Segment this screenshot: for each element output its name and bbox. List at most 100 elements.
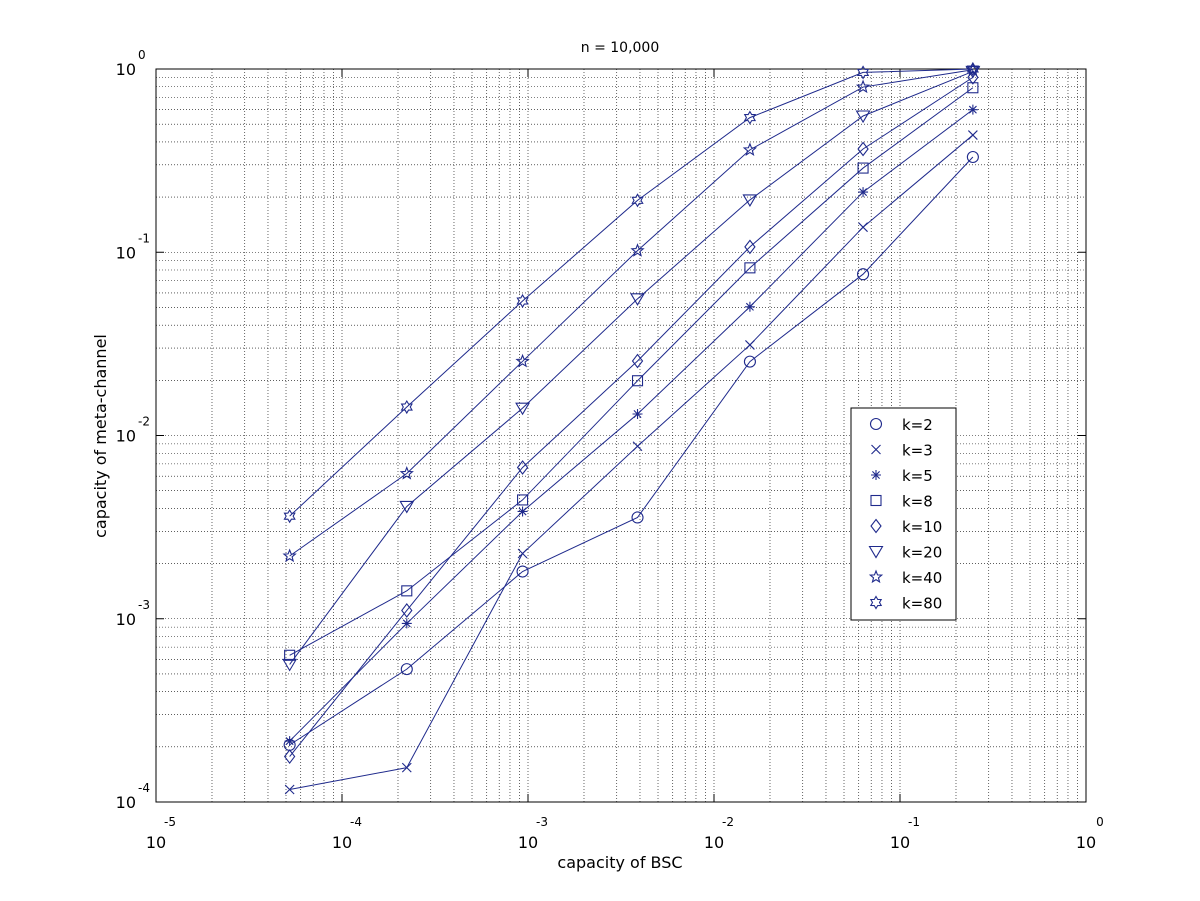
x-tick-label: 10	[518, 833, 538, 852]
data-point	[282, 548, 297, 563]
series-k-10	[283, 69, 979, 764]
data-point	[630, 293, 645, 306]
series-k-8	[284, 82, 979, 661]
legend-item: k=40	[868, 569, 942, 587]
y-tick-label: 10	[116, 427, 136, 446]
series-line	[289, 156, 974, 746]
legend-marker	[871, 444, 881, 455]
series-k-5	[284, 104, 978, 747]
x-tick-label: 10	[704, 833, 724, 852]
data-point	[744, 239, 756, 255]
legend-label: k=80	[902, 595, 942, 613]
data-point	[401, 585, 413, 597]
data-point	[399, 500, 415, 514]
y-tick-label: 10	[116, 610, 136, 629]
data-point	[516, 565, 529, 578]
x-tick-exponent: -1	[908, 815, 920, 829]
data-point	[857, 162, 869, 174]
legend-item: k=5	[871, 467, 933, 485]
legend-marker	[871, 470, 881, 480]
data-point	[967, 82, 979, 94]
legend-marker	[869, 417, 883, 431]
chart-title: n = 10,000	[581, 40, 660, 56]
data-point	[400, 663, 413, 676]
data-point	[744, 262, 756, 274]
series-line	[289, 76, 974, 757]
legend-label: k=8	[902, 493, 933, 511]
x-tick-exponent: 0	[1096, 815, 1104, 829]
data-point	[283, 749, 296, 764]
data-point	[966, 61, 980, 77]
legend-item: k=20	[868, 544, 942, 562]
data-point	[745, 340, 755, 350]
x-tick-label: 10	[146, 833, 166, 852]
data-point	[857, 268, 870, 281]
data-point	[517, 494, 529, 506]
legend-item: k=10	[870, 518, 942, 536]
data-point	[743, 110, 757, 125]
y-tick-exponent: -1	[138, 231, 150, 245]
data-point	[855, 110, 871, 124]
data-point	[630, 243, 645, 257]
data-point	[631, 375, 644, 387]
data-point	[967, 69, 979, 85]
data-point	[631, 193, 644, 208]
legend: k=2 k=3 k=5 k=8 k=10 k=20 k=40 k=80	[850, 407, 957, 621]
data-point	[284, 649, 296, 661]
y-tick-exponent: -4	[138, 781, 150, 795]
data-point	[858, 222, 868, 233]
legend-item: k=3	[871, 442, 933, 460]
x-tick-exponent: -4	[350, 815, 362, 829]
legend-marker	[869, 595, 883, 610]
legend-box	[850, 407, 957, 621]
legend-item: k=2	[869, 416, 933, 434]
y-axis-label: capacity of meta-channel	[91, 334, 110, 538]
data-point	[517, 548, 528, 559]
data-point	[966, 150, 979, 164]
legend-marker	[870, 494, 882, 507]
legend-item: k=8	[870, 493, 933, 511]
series-group	[282, 61, 981, 795]
data-point	[632, 409, 643, 420]
data-point	[401, 603, 413, 618]
series-line	[289, 68, 973, 517]
legend-marker	[868, 545, 884, 559]
series-line	[289, 70, 974, 665]
data-point	[631, 511, 644, 524]
data-point	[399, 466, 414, 480]
data-point	[742, 194, 758, 208]
x-tick-exponent: -3	[536, 815, 548, 829]
data-point	[744, 301, 755, 312]
x-tick-exponent: -2	[722, 815, 734, 829]
series-k-3	[284, 130, 978, 795]
legend-label: k=40	[902, 569, 942, 587]
y-tick-exponent: -3	[138, 598, 150, 612]
data-point	[284, 784, 295, 795]
data-point	[284, 736, 295, 747]
legend-marker	[868, 569, 884, 584]
data-point	[401, 618, 412, 629]
data-point	[517, 506, 528, 517]
y-tick-label: 10	[116, 243, 136, 262]
legend-item: k=80	[869, 595, 942, 613]
data-point	[516, 293, 529, 309]
data-point	[400, 399, 413, 415]
series-line	[289, 69, 973, 557]
y-tick-label: 10	[116, 793, 136, 812]
x-tick-label: 10	[332, 833, 352, 852]
data-point	[855, 79, 871, 94]
legend-label: k=3	[902, 442, 933, 460]
data-point	[632, 441, 643, 452]
data-point	[743, 355, 756, 368]
series-k-80	[283, 61, 980, 524]
legend-label: k=5	[902, 467, 933, 485]
data-point	[631, 353, 644, 369]
y-tick-label: 10	[116, 60, 136, 79]
y-tick-exponent: -2	[138, 415, 150, 429]
y-tick-exponent: 0	[138, 48, 146, 62]
data-point	[515, 402, 531, 416]
legend-label: k=10	[902, 518, 942, 536]
legend-label: k=20	[902, 544, 942, 562]
